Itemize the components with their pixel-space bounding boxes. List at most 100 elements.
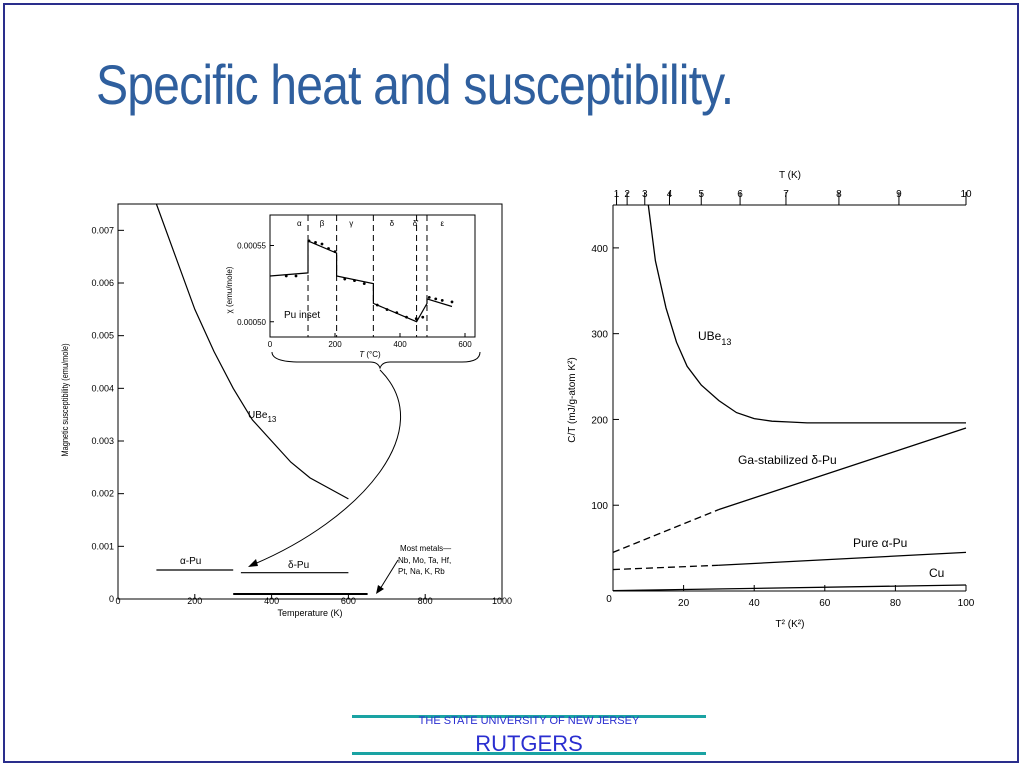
inset-data-point [343,277,347,281]
inset-y-tick-label: 0.00050 [237,318,266,327]
slide-title: Specific heat and susceptibility. [96,53,734,116]
left-ube13-label: UBe13 [248,410,277,424]
inset-data-point [421,315,425,319]
metals-arrowhead [376,585,384,594]
inset-data-point [450,300,454,304]
inset-brace [271,351,481,370]
left-x-tick-label: 0 [115,596,120,606]
left-x-tick-label: 400 [264,596,279,606]
left-x-tick-label: 800 [418,596,433,606]
right-chart: 100 200 300 400 0 20 40 60 80 100 1 2 3 4 5 6 7 8 9 10 T … [567,170,975,630]
right-y-tick-label: 100 [591,501,608,512]
inset-data-point [375,303,379,307]
inset-phase-label: γ [349,219,353,228]
left-x-tick-label: 200 [187,596,202,606]
inset-y-tick-label: 0.00055 [237,242,266,251]
right-series-pure-pu-line [718,551,967,566]
inset-data-point [434,297,438,301]
right-cu-label: Cu [929,566,944,580]
inset-data-point [333,250,337,254]
right-x-tick-label: 40 [749,598,761,609]
inset-x-tick-label: 600 [458,340,472,349]
right-top-tick-label: 3 [642,189,648,200]
inset-phase-label: δ [390,219,395,228]
right-y-tick-label: 300 [591,330,608,341]
inset-phase-label: β [320,219,325,228]
inset-xlabel: T (°C) [359,350,381,359]
metals-arrow [379,559,399,590]
left-xlabel: Temperature (K) [277,608,342,618]
inset-data-point [427,295,431,299]
inset-data-point [353,279,356,282]
left-ylabel: Magnetic susceptibility (emu/mole) [60,343,70,456]
inset-ylabel: χ (emu/mole) [225,266,234,313]
right-top-tick-label: 9 [896,189,902,200]
inset-x-tick-label: 0 [268,340,273,349]
right-series-ga-stabilized-pu-line [718,427,967,511]
right-top-tick-label: 6 [737,189,743,200]
right-top-axis-label: T (K) [779,170,801,181]
annotation-line: Most metals— [400,544,451,553]
inset-data-point [385,308,389,311]
right-top-tick-label: 8 [836,189,842,200]
inset-phase-label: α [297,219,302,228]
slide-border [3,3,1019,763]
right-ylabel: C/T (mJ/g-atom K²) [567,357,578,442]
inset-data-point [362,282,366,286]
footer-rutgers: RUTGERS [475,731,583,756]
inset-data-point [284,274,288,278]
right-top-tick-label: 5 [698,189,704,200]
left-x-tick-label: 1000 [492,596,512,606]
right-series-ga-stabilized-pu-line-dashed [612,508,720,554]
annotation-line: Nb, Mo, Ta, Hf, [398,556,451,565]
right-y-tick-label: 200 [591,415,608,426]
inset-arrow [251,369,401,566]
right-series-ube13-line [647,204,966,424]
inset-phase-label: ε [440,219,444,228]
footer-rule-top [352,715,706,718]
left-plot-frame [117,203,503,600]
right-xlabel: T² (K²) [776,619,805,630]
right-top-tick-label: 1 [614,189,620,200]
right-x-tick-label: 100 [958,598,975,609]
right-alpha-pu-label: Pure α-Pu [853,536,907,550]
inset-data-point [320,242,324,246]
annotation-line: Pt, Na, K, Rb [398,567,445,576]
left-x-tick-label: 600 [341,596,356,606]
inset-data-line [269,239,453,323]
inset-chart: 0 200 400 600 0.00055 0.00050 α β γ δ δ' ε Pu inset… [225,214,476,359]
left-y-tick-label: 0 [109,594,114,604]
right-series-pure-pu-line-dashed [612,564,719,571]
right-x-tick-label: 60 [819,598,831,609]
right-top-tick-label: 10 [960,189,972,200]
right-x-tick-label: 0 [606,594,612,605]
inset-arrowhead [248,559,258,567]
inset-label: Pu inset [284,310,320,321]
inset-x-tick-label: 200 [328,340,342,349]
right-series-cu-line [612,584,967,592]
right-x-tick-label: 80 [890,598,902,609]
inset-phase-label: δ' [413,219,419,228]
inset-data-point [327,247,330,250]
right-y-tick-label: 400 [591,244,608,255]
metals-annotation: Most metals— Nb, Mo, Ta, Hf, Pt, Na, K, … [398,544,451,576]
left-chart: 0 0.001 0.002 0.003 0.004 0.005 0.006 0.007 0 20… [60,203,512,618]
footer-rule-bottom [352,752,706,755]
inset-data-point [314,241,317,244]
right-top-tick-label: 2 [624,189,630,200]
left-y-tick-label: 0.004 [91,383,114,393]
inset-frame [269,214,476,338]
inset-data-point [307,239,311,243]
left-delta-pu-label: δ-Pu [288,560,309,571]
inset-data-point [395,311,399,314]
inset-data-point [440,299,444,302]
right-ube13-label: UBe13 [698,329,731,347]
inset-data-point [294,274,298,278]
left-alpha-pu-label: α-Pu [180,556,201,567]
left-y-tick-label: 0.003 [91,436,114,446]
left-y-tick-label: 0.005 [91,331,114,341]
inset-x-tick-label: 400 [393,340,407,349]
left-y-tick-label: 0.002 [91,489,114,499]
left-y-tick-label: 0.007 [91,225,114,235]
